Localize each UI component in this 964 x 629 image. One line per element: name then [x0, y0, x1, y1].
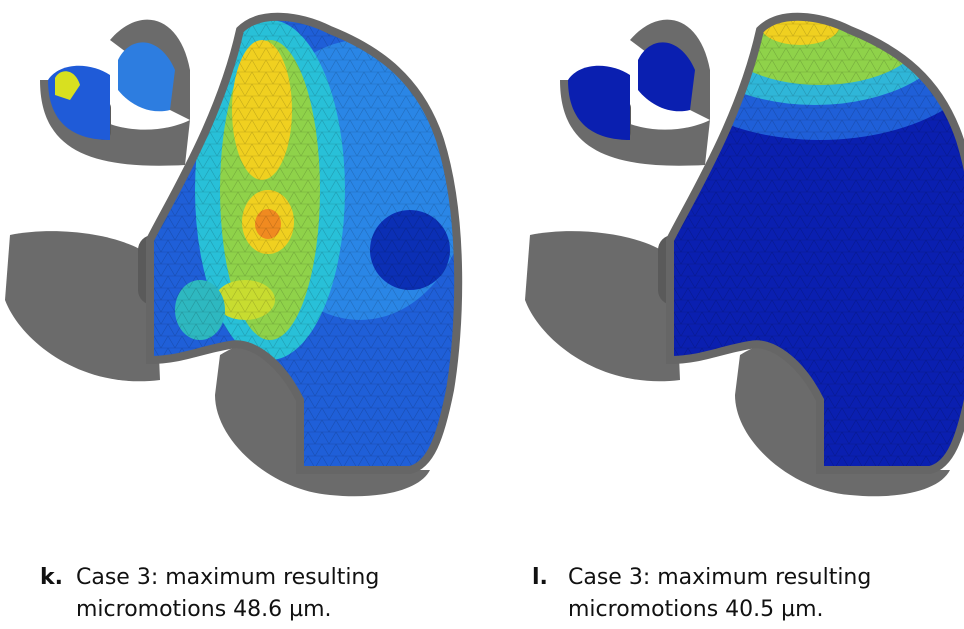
panel-k-image [5, 17, 470, 496]
panel-label: l. [532, 562, 548, 594]
caption-text: Case 3: maximum resulting micromotions 4… [568, 562, 898, 626]
caption-text: Case 3: maximum resulting micromotions 4… [76, 562, 406, 626]
panel-label: k. [40, 562, 63, 594]
figure-page: k. Case 3: maximum resulting micromotion… [0, 0, 964, 629]
mesh-overlay [670, 17, 964, 470]
mesh-overlay [150, 17, 458, 470]
figure-images [0, 0, 964, 540]
